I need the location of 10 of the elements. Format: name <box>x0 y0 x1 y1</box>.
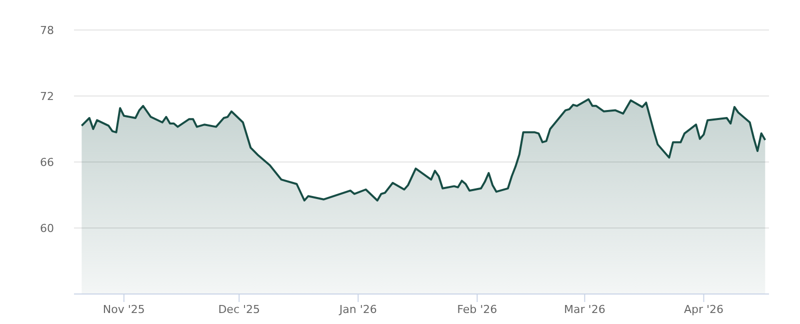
x-tick-label: Dec '25 <box>218 303 260 316</box>
y-tick-label: 78 <box>40 24 54 37</box>
x-tick-label: Nov '25 <box>102 303 145 316</box>
x-tick-label: Feb '26 <box>457 303 498 316</box>
x-tick-label: Jan '26 <box>338 303 377 316</box>
y-tick-label: 60 <box>40 222 54 235</box>
x-tick-label: Apr '26 <box>684 303 724 316</box>
x-tick-label: Mar '26 <box>564 303 606 316</box>
y-tick-label: 66 <box>40 156 54 169</box>
y-tick-label: 72 <box>40 90 54 103</box>
